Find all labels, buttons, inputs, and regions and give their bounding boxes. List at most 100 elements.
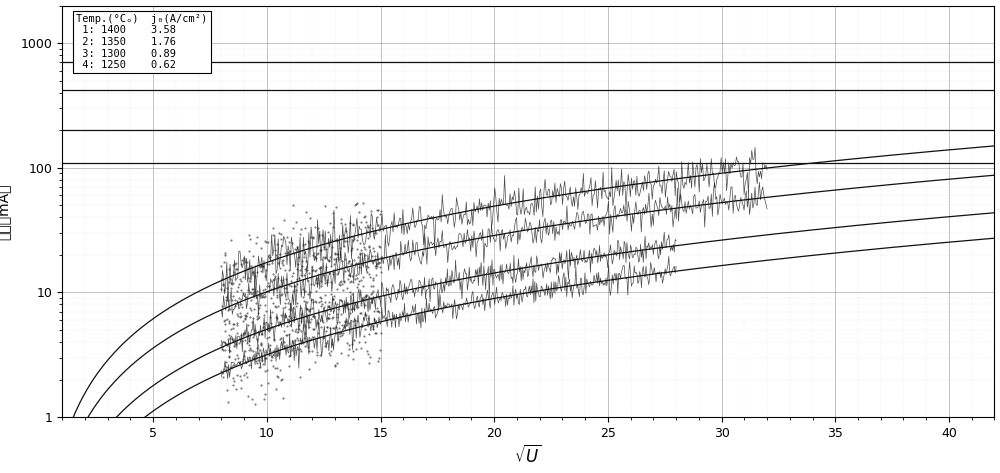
Point [322,219,338,227]
Point [313,294,329,301]
Point [229,351,245,359]
Point [361,359,377,367]
Point [362,353,378,360]
Point [343,305,359,313]
Point [229,287,245,294]
Point [277,314,293,321]
Point [351,208,367,216]
Point [256,396,272,403]
Point [348,271,364,278]
Point [307,359,323,366]
Point [325,270,341,278]
Point [225,381,241,388]
Point [221,331,237,339]
Point [237,256,253,263]
Point [221,346,237,354]
Point [372,210,388,218]
Point [369,213,385,220]
Point [322,324,338,332]
Point [244,264,260,272]
Point [230,312,246,320]
Point [290,346,306,353]
Point [250,356,266,364]
Point [274,290,290,298]
Point [360,350,376,358]
Point [213,341,229,349]
Point [317,253,333,261]
Point [269,315,285,322]
Point [232,313,248,321]
Point [235,355,251,363]
Point [263,319,279,326]
Point [307,268,323,275]
Point [365,282,381,289]
Point [307,297,323,305]
Point [325,269,341,276]
Point [333,330,349,337]
Point [330,335,346,342]
Point [305,234,321,241]
Point [334,321,350,329]
Point [233,301,249,308]
Point [338,228,354,235]
Point [277,299,293,307]
Point [246,354,262,362]
Point [281,331,297,338]
Point [368,272,384,279]
Point [250,315,266,322]
Point [218,293,234,301]
Point [228,385,244,393]
Point [257,354,273,362]
Point [242,235,258,242]
Point [255,263,271,270]
Point [216,318,232,325]
Point [268,313,284,321]
Point [298,257,314,264]
Point [226,377,242,385]
Point [368,229,384,236]
Point [296,254,312,261]
Point [268,303,284,310]
Point [269,372,285,379]
Point [373,268,389,275]
Point [221,353,237,361]
Point [372,346,388,354]
Point [270,373,286,380]
Point [300,237,316,245]
Point [251,292,267,299]
Point [258,354,274,361]
Point [301,347,317,354]
Point [274,260,290,267]
Point [334,258,350,265]
Point [217,362,233,370]
Point [266,275,282,282]
Point [285,269,301,277]
Point [341,257,357,264]
Point [337,302,353,310]
Point [259,334,275,342]
Point [349,301,365,309]
Point [217,250,233,257]
Point [340,275,356,283]
Point [343,260,359,267]
Point [367,329,383,336]
Point [273,235,289,243]
Point [275,256,291,264]
Point [255,360,271,368]
Point [363,208,379,215]
Point [262,253,278,261]
Point [347,321,363,328]
Point [264,354,280,361]
Point [317,307,333,315]
Point [278,284,294,292]
Point [242,314,258,321]
Point [369,292,385,299]
Point [311,231,327,238]
Point [253,268,269,275]
Point [264,308,280,316]
Point [245,289,261,296]
Point [222,305,238,313]
Point [249,335,265,342]
Point [325,223,341,230]
Point [321,257,337,265]
